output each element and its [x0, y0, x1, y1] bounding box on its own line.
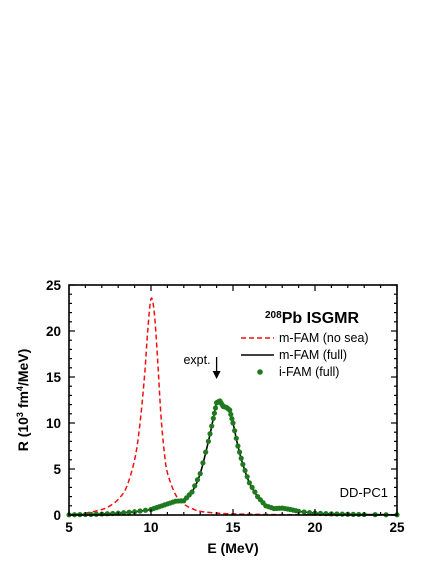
data-point — [306, 509, 313, 516]
x-axis-title: E (MeV) — [207, 540, 258, 556]
y-tick-label: 20 — [46, 324, 61, 339]
data-point — [121, 510, 127, 516]
y-tick-label: 10 — [46, 416, 61, 431]
title-text: ISGMR — [307, 310, 360, 327]
data-point — [189, 489, 195, 495]
data-point — [228, 411, 234, 418]
y-axis-title-part: R (10 — [15, 417, 31, 451]
data-point — [142, 507, 149, 513]
data-point — [126, 509, 132, 515]
legend-label: m-FAM (no sea) — [279, 331, 369, 345]
data-point — [210, 415, 216, 421]
legend-marker — [257, 369, 263, 375]
annotation-model: DD-PC1 — [340, 485, 388, 500]
x-tick-label: 20 — [307, 520, 322, 535]
data-point — [205, 438, 211, 444]
y-tick-label: 0 — [53, 508, 61, 523]
expt-arrow-head — [212, 371, 221, 379]
data-point — [132, 509, 138, 515]
data-point — [246, 480, 252, 486]
data-point — [192, 483, 198, 489]
data-point — [242, 467, 248, 474]
data-point — [209, 423, 215, 429]
series-2 — [66, 398, 400, 518]
legend: m-FAM (no sea) m-FAM (full) i-FAM (full) — [241, 331, 369, 379]
chart-title: 208Pb ISGMR — [265, 310, 359, 328]
y-axis-title-superscript: 4 — [15, 386, 25, 391]
legend-label: i-FAM (full) — [279, 365, 339, 379]
legend-item: m-FAM (full) — [241, 348, 347, 362]
data-point — [238, 455, 244, 461]
x-tick-label: 10 — [143, 520, 158, 535]
y-tick-label: 5 — [53, 462, 61, 477]
data-point — [339, 511, 345, 517]
title-nucleus: Pb — [282, 310, 307, 327]
y-axis-title: R (103 fm4/MeV) — [15, 349, 31, 452]
data-point — [252, 489, 258, 495]
x-tick-label: 15 — [225, 520, 241, 535]
data-point — [240, 461, 246, 467]
legend-item: i-FAM (full) — [257, 365, 339, 379]
data-point — [203, 449, 209, 455]
y-axis-title-part: /MeV) — [15, 349, 31, 386]
data-point — [296, 508, 302, 514]
y-tick-label: 25 — [46, 278, 62, 293]
data-point — [227, 407, 233, 413]
legend-item: m-FAM (no sea) — [241, 331, 369, 345]
annotation-expt: expt. — [183, 353, 210, 367]
data-point — [137, 508, 143, 514]
y-axis-title-superscript: 3 — [15, 412, 25, 417]
x-tick-label: 25 — [389, 520, 405, 535]
data-point — [229, 416, 235, 422]
data-point — [334, 511, 340, 517]
data-point — [244, 474, 250, 480]
data-point — [211, 410, 218, 416]
data-point — [233, 435, 239, 441]
legend-label: m-FAM (full) — [279, 348, 347, 362]
axes-layer — [68, 284, 398, 516]
data-point — [230, 420, 236, 426]
data-point — [194, 477, 201, 483]
data-point — [232, 428, 238, 434]
data-point — [207, 431, 213, 437]
data-point — [197, 471, 203, 477]
title-superscript: 208 — [265, 310, 282, 321]
y-axis-title-part: fm — [15, 391, 31, 412]
series-layer — [66, 297, 400, 518]
data-point — [236, 449, 243, 455]
y-tick-label: 15 — [46, 370, 62, 385]
data-point — [200, 460, 206, 466]
data-point — [249, 484, 255, 490]
x-tick-label: 5 — [65, 520, 73, 535]
data-point — [301, 509, 307, 515]
data-point — [212, 405, 219, 411]
data-point — [235, 443, 241, 449]
